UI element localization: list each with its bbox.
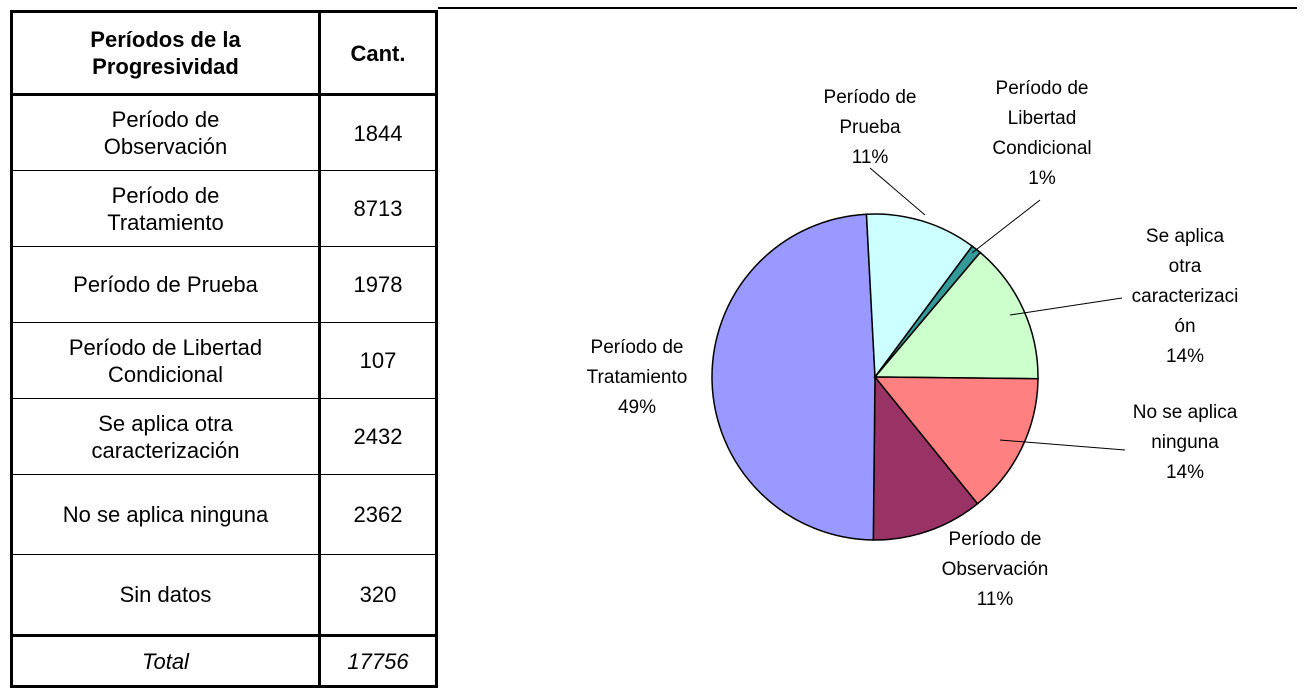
slice-label: Se aplica otra caracterizaci ón bbox=[1132, 226, 1239, 337]
table-cell: 107 bbox=[319, 322, 437, 399]
cell-text: 1844 bbox=[353, 120, 403, 146]
cell-text: 2362 bbox=[353, 502, 403, 527]
table-cell: 2362 bbox=[319, 474, 437, 555]
value-label: 49% bbox=[618, 397, 656, 418]
table-row: Total 17756 bbox=[11, 634, 437, 687]
table-row: Período de Libertad Condicional 107 bbox=[11, 322, 437, 399]
table-cell: Período de Observación bbox=[11, 94, 321, 171]
table-cell: Períodos de la Progresividad bbox=[11, 11, 321, 96]
cell-text: No se aplica ninguna bbox=[62, 502, 269, 527]
cell-text: 320 bbox=[359, 582, 397, 607]
pie-slice bbox=[873, 376, 1039, 505]
table-row: Sin datos 320 bbox=[11, 554, 437, 636]
value-label: 1% bbox=[1028, 168, 1056, 189]
cell-text: Período de Tratamiento bbox=[107, 182, 224, 235]
table-cell: 320 bbox=[319, 554, 437, 636]
cell-text: Períodos de la Progresividad bbox=[90, 27, 241, 79]
table-cell: No se aplica ninguna bbox=[11, 474, 321, 555]
cell-text: 17756 bbox=[347, 648, 409, 674]
value-label: 14% bbox=[1166, 346, 1204, 367]
cell-text: Se aplica otra caracterización bbox=[91, 410, 240, 463]
cell-text: Cant. bbox=[350, 40, 406, 66]
cell-text: Período de Observación bbox=[103, 107, 228, 159]
slice-label: Período de Observación bbox=[942, 529, 1049, 580]
cell-text: 2432 bbox=[353, 424, 403, 449]
table-cell: Período de Tratamiento bbox=[11, 170, 321, 247]
table-cell: 17756 bbox=[319, 634, 437, 687]
table-cell: 8713 bbox=[319, 170, 437, 247]
slice-label: Período de Tratamiento bbox=[587, 337, 688, 388]
table-row: No se aplica ninguna 2362 bbox=[11, 474, 437, 555]
table-cell: Total bbox=[11, 634, 321, 687]
leader-line bbox=[1009, 297, 1123, 316]
cell-text: Sin datos bbox=[119, 582, 212, 607]
pie-slice bbox=[873, 251, 1039, 380]
table-row: Período de Observación 1844 bbox=[11, 94, 437, 171]
pie-slice bbox=[872, 374, 979, 541]
cell-text: Total bbox=[142, 648, 189, 674]
cell-text: Período de Libertad Condicional bbox=[68, 334, 263, 387]
table-row: Período de Tratamiento 8713 bbox=[11, 170, 437, 247]
leader-line bbox=[999, 439, 1126, 451]
cell-text: 8713 bbox=[353, 196, 403, 221]
cell-text: Período de Prueba bbox=[73, 272, 258, 297]
leader-line bbox=[869, 167, 926, 216]
value-label: 14% bbox=[1166, 462, 1204, 483]
slice-label: No se aplica ninguna bbox=[1133, 402, 1238, 453]
cell-text: 107 bbox=[359, 348, 397, 373]
table-cell: Sin datos bbox=[11, 554, 321, 636]
table-cell: 1978 bbox=[319, 246, 437, 323]
table-cell: 2432 bbox=[319, 398, 437, 475]
table-row: Período de Prueba 1978 bbox=[11, 246, 437, 323]
table-cell: Período de Libertad Condicional bbox=[11, 322, 321, 399]
slice-label: Período de Libertad Condicional bbox=[992, 78, 1091, 159]
leader-line bbox=[971, 199, 1041, 254]
table-row: Períodos de la Progresividad Cant. bbox=[11, 11, 437, 96]
pie-slice bbox=[865, 213, 974, 380]
data-table: Períodos de la Progresividad Cant. Período… bbox=[10, 10, 438, 688]
table-cell: Cant. bbox=[319, 11, 437, 96]
slice-label: Período de Prueba bbox=[824, 87, 917, 138]
pie-slice bbox=[711, 213, 876, 541]
table-cell: Período de Prueba bbox=[11, 246, 321, 323]
cell-text: 1978 bbox=[353, 272, 403, 297]
value-label: 11% bbox=[977, 589, 1014, 610]
value-label: 11% bbox=[852, 147, 889, 168]
